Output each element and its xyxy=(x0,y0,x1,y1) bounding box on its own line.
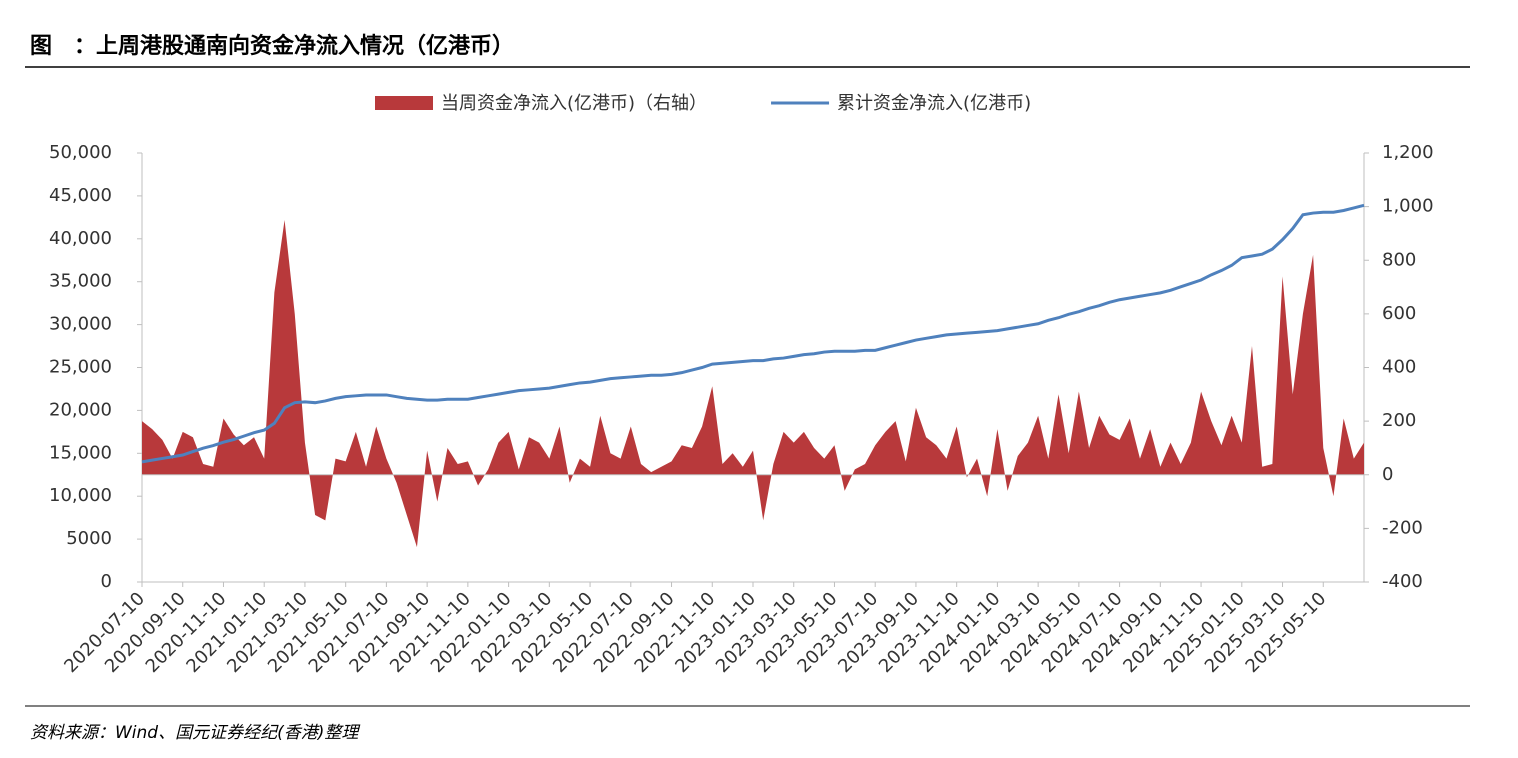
y2-tick-label: 200 xyxy=(1382,410,1416,431)
y2-tick-label: 800 xyxy=(1382,249,1416,270)
source-note: 资料来源：Wind、国元证券经纪(香港)整理 xyxy=(30,723,360,743)
legend-label: 当周资金净流入(亿港币)（右轴） xyxy=(441,93,707,114)
y-tick-label: 40,000 xyxy=(49,228,112,249)
y-tick-label: 25,000 xyxy=(49,357,112,378)
legend-swatch xyxy=(375,96,433,110)
area-series xyxy=(142,220,1364,548)
legend-label: 累计资金净流入(亿港币) xyxy=(837,93,1031,114)
y2-tick-label: -400 xyxy=(1382,571,1423,592)
y2-tick-label: -200 xyxy=(1382,517,1423,538)
line-series xyxy=(141,203,1365,464)
y2-tick-label: 400 xyxy=(1382,357,1416,378)
chart-title: 图 ：上周港股通南向资金净流入情况（亿港币） xyxy=(30,33,514,59)
y-tick-label: 30,000 xyxy=(49,314,112,335)
y-tick-label: 0 xyxy=(101,571,112,592)
y-tick-label: 20,000 xyxy=(49,399,112,420)
y-tick-label: 5000 xyxy=(66,528,112,549)
y-tick-label: 35,000 xyxy=(49,271,112,292)
y-tick-label: 10,000 xyxy=(49,485,112,506)
y-tick-label: 15,000 xyxy=(49,442,112,463)
y2-tick-label: 1,000 xyxy=(1382,196,1434,217)
y2-tick-label: 1,200 xyxy=(1382,142,1434,163)
y-tick-label: 50,000 xyxy=(49,142,112,163)
y2-tick-label: 0 xyxy=(1382,464,1393,485)
y-tick-label: 45,000 xyxy=(49,185,112,206)
y2-tick-label: 600 xyxy=(1382,303,1416,324)
